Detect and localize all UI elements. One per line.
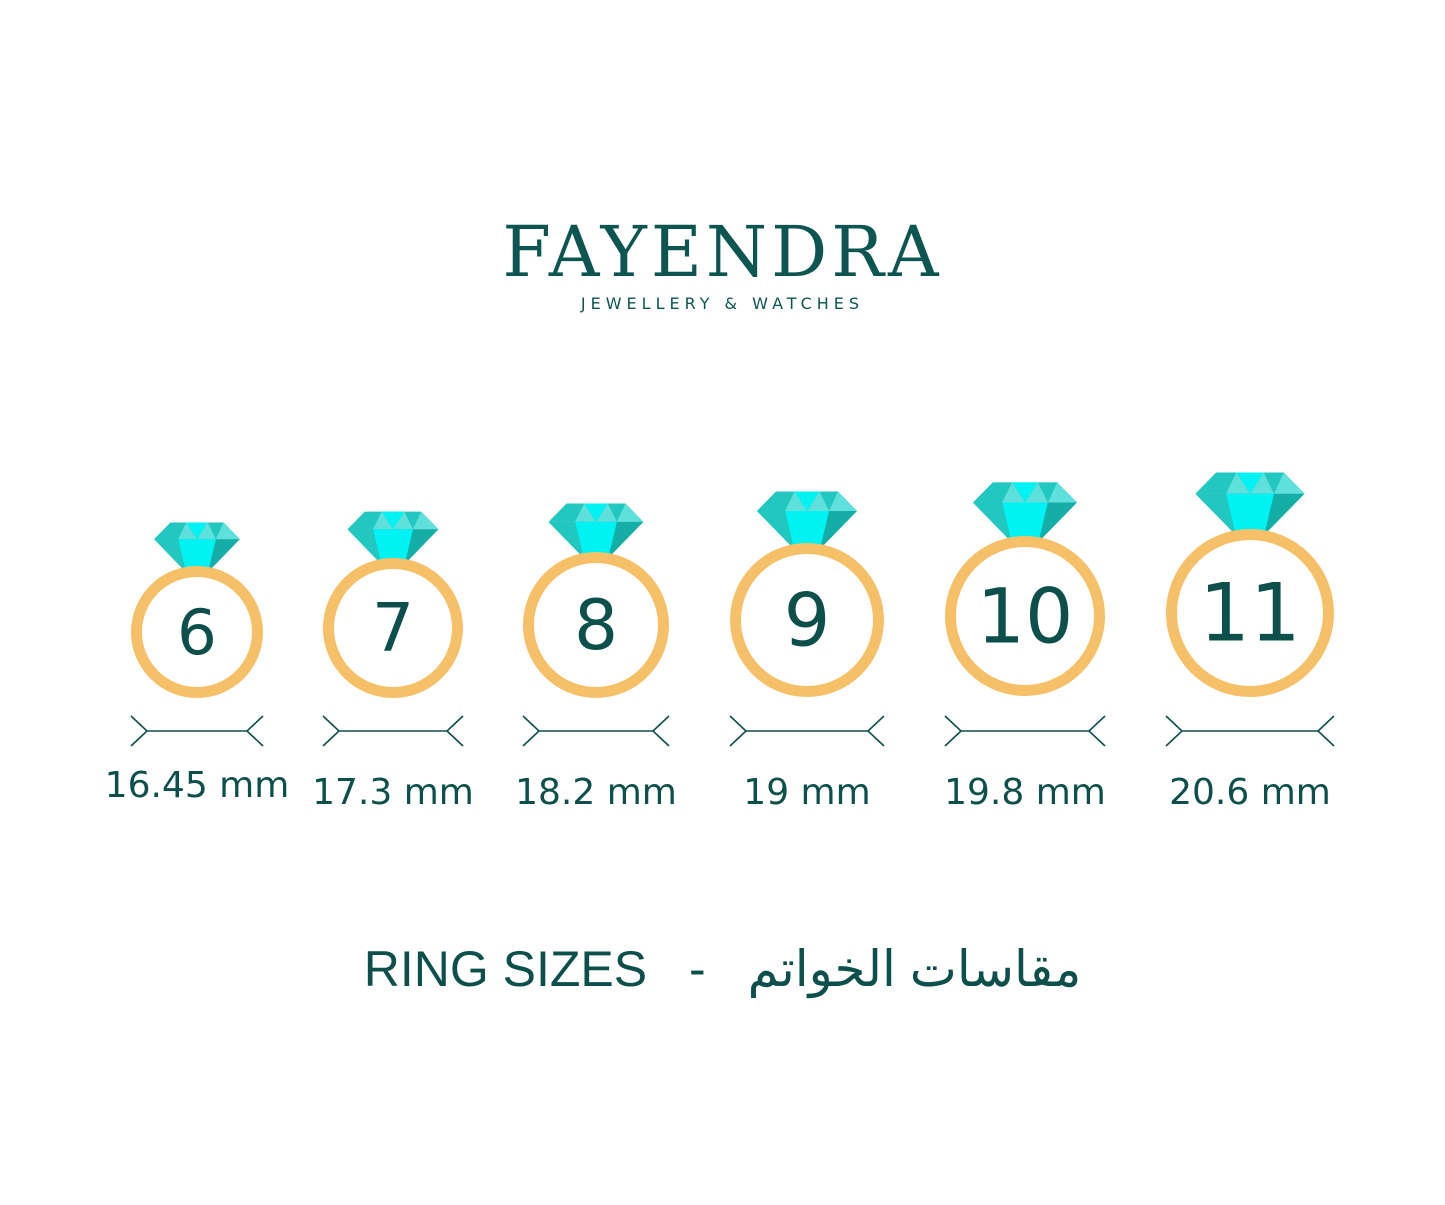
- diamond-icon: [347, 511, 439, 564]
- ring-size-number: 7: [372, 589, 414, 667]
- diamond-icon: [973, 482, 1077, 542]
- ring-size-11: 11 20.6 mm: [1165, 472, 1335, 813]
- title-arabic: مقاسات الخواتم: [747, 941, 1082, 997]
- ring-size-number: 8: [574, 586, 618, 666]
- diameter-measure-line: [130, 715, 264, 747]
- ring-diameter-label: 18.2 mm: [515, 772, 677, 813]
- brand-logo-name: FAYENDRA: [502, 211, 943, 293]
- ring-size-number: 10: [977, 571, 1074, 660]
- ring-diameter-label: 16.45 mm: [105, 765, 290, 806]
- ring-diameter-label: 17.3 mm: [312, 772, 474, 813]
- ring-band: [1166, 529, 1334, 697]
- diameter-measure-line: [944, 715, 1106, 747]
- diameter-measure-line: [522, 715, 670, 747]
- title-english: RING SIZES: [363, 941, 648, 997]
- diamond-icon: [1195, 472, 1305, 535]
- ring-size-number: 11: [1199, 567, 1301, 660]
- diamond-icon: [154, 522, 240, 572]
- ring-band: [945, 536, 1105, 696]
- ring-band: [523, 552, 669, 698]
- brand-tagline: JEWELLERY & WATCHES: [580, 294, 865, 313]
- ring-size-number: 9: [784, 578, 831, 663]
- ring-size-6: 6 16.45 mm: [105, 522, 290, 806]
- ring-band: [131, 566, 263, 698]
- footer-title: RING SIZES - مقاسات الخواتم: [0, 940, 1445, 998]
- diamond-icon: [756, 491, 858, 549]
- diamond-icon: [548, 503, 644, 558]
- ring-size-10: 10 19.8 mm: [944, 482, 1106, 813]
- title-separator: -: [689, 941, 706, 997]
- ring-size-9: 9 19 mm: [729, 491, 885, 813]
- ring-diameter-label: 20.6 mm: [1169, 772, 1331, 813]
- ring-diameter-label: 19.8 mm: [944, 772, 1106, 813]
- diameter-measure-line: [322, 715, 464, 747]
- ring-band: [730, 543, 884, 697]
- ring-size-8: 8 18.2 mm: [515, 503, 677, 813]
- ring-diameter-label: 19 mm: [743, 772, 870, 813]
- diameter-measure-line: [729, 715, 885, 747]
- ring-band: [323, 558, 463, 698]
- ring-size-number: 6: [177, 596, 217, 669]
- ring-size-7: 7 17.3 mm: [312, 511, 474, 813]
- diameter-measure-line: [1165, 715, 1335, 747]
